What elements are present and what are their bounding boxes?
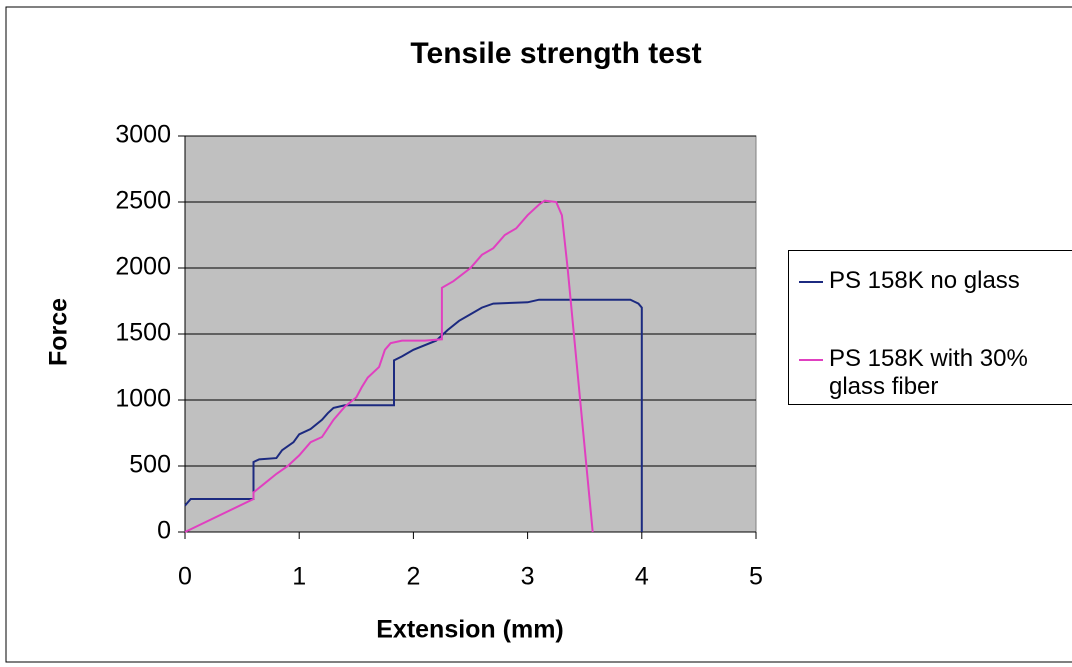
- series-line: [184, 298, 643, 532]
- x-tick-label: 5: [749, 563, 763, 591]
- y-tick-label: 1000: [115, 385, 171, 413]
- legend: PS 158K no glass PS 158K with 30% glass f…: [788, 250, 1072, 405]
- x-tick-label: 0: [178, 563, 192, 591]
- chart-title: Tensile strength test: [410, 37, 701, 70]
- x-tick-label: 4: [635, 563, 649, 591]
- y-tick-label: 0: [157, 517, 171, 545]
- y-tick-label: 1500: [115, 319, 171, 347]
- y-tick-label: 2500: [115, 187, 171, 215]
- x-axis-title: Extension (mm): [376, 616, 564, 644]
- x-tick-label: 1: [292, 563, 306, 591]
- series-line: [184, 199, 594, 533]
- legend-label: PS 158K with 30% glass fiber: [829, 345, 1028, 400]
- legend-swatch: [799, 359, 823, 361]
- y-tick-label: 2000: [115, 253, 171, 281]
- legend-entry: PS 158K no glass: [789, 267, 1069, 295]
- legend-swatch: [799, 281, 823, 283]
- y-tick-label: 3000: [115, 121, 171, 149]
- legend-entry: PS 158K with 30% glass fiber: [789, 345, 1069, 401]
- y-axis-title: Force: [45, 298, 73, 366]
- x-tick-label: 3: [521, 563, 535, 591]
- x-tick-label: 2: [406, 563, 420, 591]
- y-tick-label: 500: [129, 451, 171, 479]
- legend-label: PS 158K no glass: [829, 267, 1020, 294]
